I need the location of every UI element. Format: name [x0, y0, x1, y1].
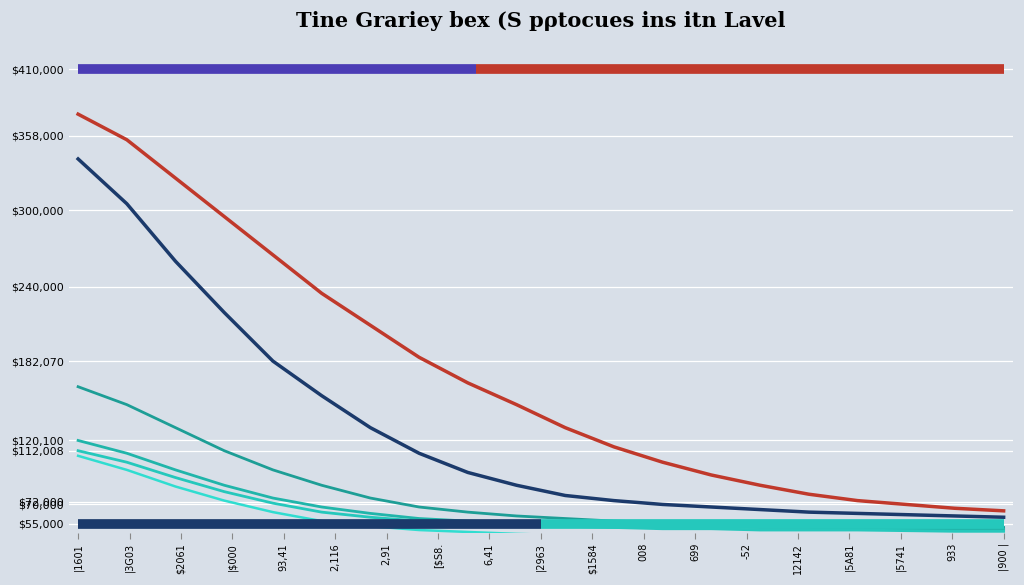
Title: Tine Grariey bex (S pρtocues ins itn Lavel: Tine Grariey bex (S pρtocues ins itn Lav… — [296, 11, 785, 31]
